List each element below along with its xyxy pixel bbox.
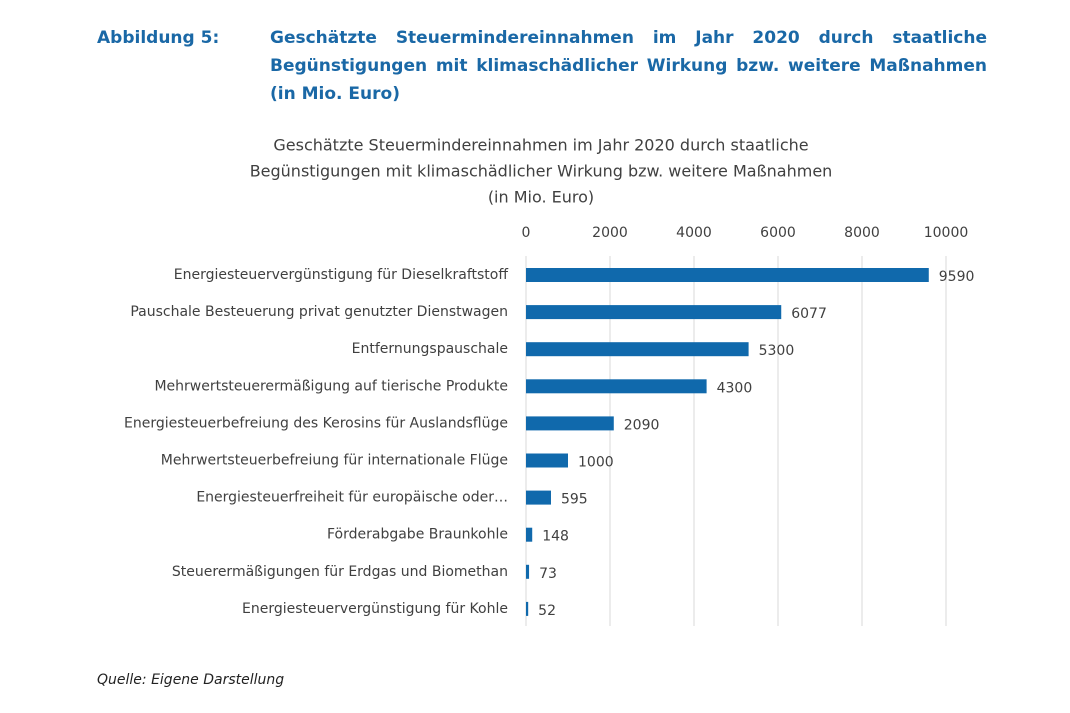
bar	[526, 490, 551, 505]
category-label: Mehrwertsteuerbefreiung für internationa…	[161, 453, 508, 469]
bar	[526, 379, 707, 394]
value-label: 73	[539, 566, 557, 582]
category-label: Energiesteuerbefreiung des Kerosins für …	[124, 415, 508, 431]
bar	[526, 342, 749, 357]
value-label: 52	[538, 603, 556, 619]
bar	[526, 305, 782, 320]
category-label: Förderabgabe Braunkohle	[327, 527, 508, 543]
chart-title: (in Mio. Euro)	[488, 188, 594, 207]
x-tick-label: 0	[522, 225, 531, 241]
value-label: 5300	[759, 343, 795, 359]
bar	[526, 527, 533, 542]
chart: Geschätzte Steuermindereinnahmen im Jahr…	[124, 136, 975, 626]
category-label: Energiesteuervergünstigung für Dieselkra…	[174, 267, 509, 283]
source-note: Quelle: Eigene Darstellung	[97, 672, 285, 688]
x-tick-label: 6000	[760, 225, 796, 241]
value-label: 595	[561, 492, 588, 508]
category-label: Steuerermäßigungen für Erdgas und Biomet…	[172, 564, 508, 580]
value-label: 4300	[717, 380, 753, 396]
figure-label: Abbildung 5:	[97, 28, 220, 48]
value-label: 2090	[624, 417, 660, 433]
value-label: 9590	[939, 269, 975, 285]
bar	[526, 564, 530, 579]
category-label: Entfernungspauschale	[352, 341, 508, 357]
value-label: 1000	[578, 455, 614, 471]
chart-title: Begünstigungen mit klimaschädlicher Wirk…	[250, 162, 833, 181]
x-tick-label: 8000	[844, 225, 880, 241]
value-label: 148	[542, 529, 569, 545]
category-label: Pauschale Besteuerung privat genutzter D…	[130, 304, 508, 320]
category-label: Energiesteuerfreiheit für europäische od…	[196, 490, 508, 506]
x-tick-label: 4000	[676, 225, 712, 241]
bar	[526, 416, 614, 431]
chart-title: Geschätzte Steuermindereinnahmen im Jahr…	[273, 136, 808, 155]
category-label: Energiesteuervergünstigung für Kohle	[242, 601, 508, 617]
x-tick-label: 2000	[592, 225, 628, 241]
value-label: 6077	[791, 306, 827, 322]
category-label: Mehrwertsteuerermäßigung auf tierische P…	[154, 378, 508, 394]
bar	[526, 601, 529, 616]
bar	[526, 453, 568, 468]
x-tick-label: 10000	[924, 225, 969, 241]
bar	[526, 268, 929, 282]
figure-title: Geschätzte Steuermindereinnahmen im Jahr…	[270, 28, 987, 104]
